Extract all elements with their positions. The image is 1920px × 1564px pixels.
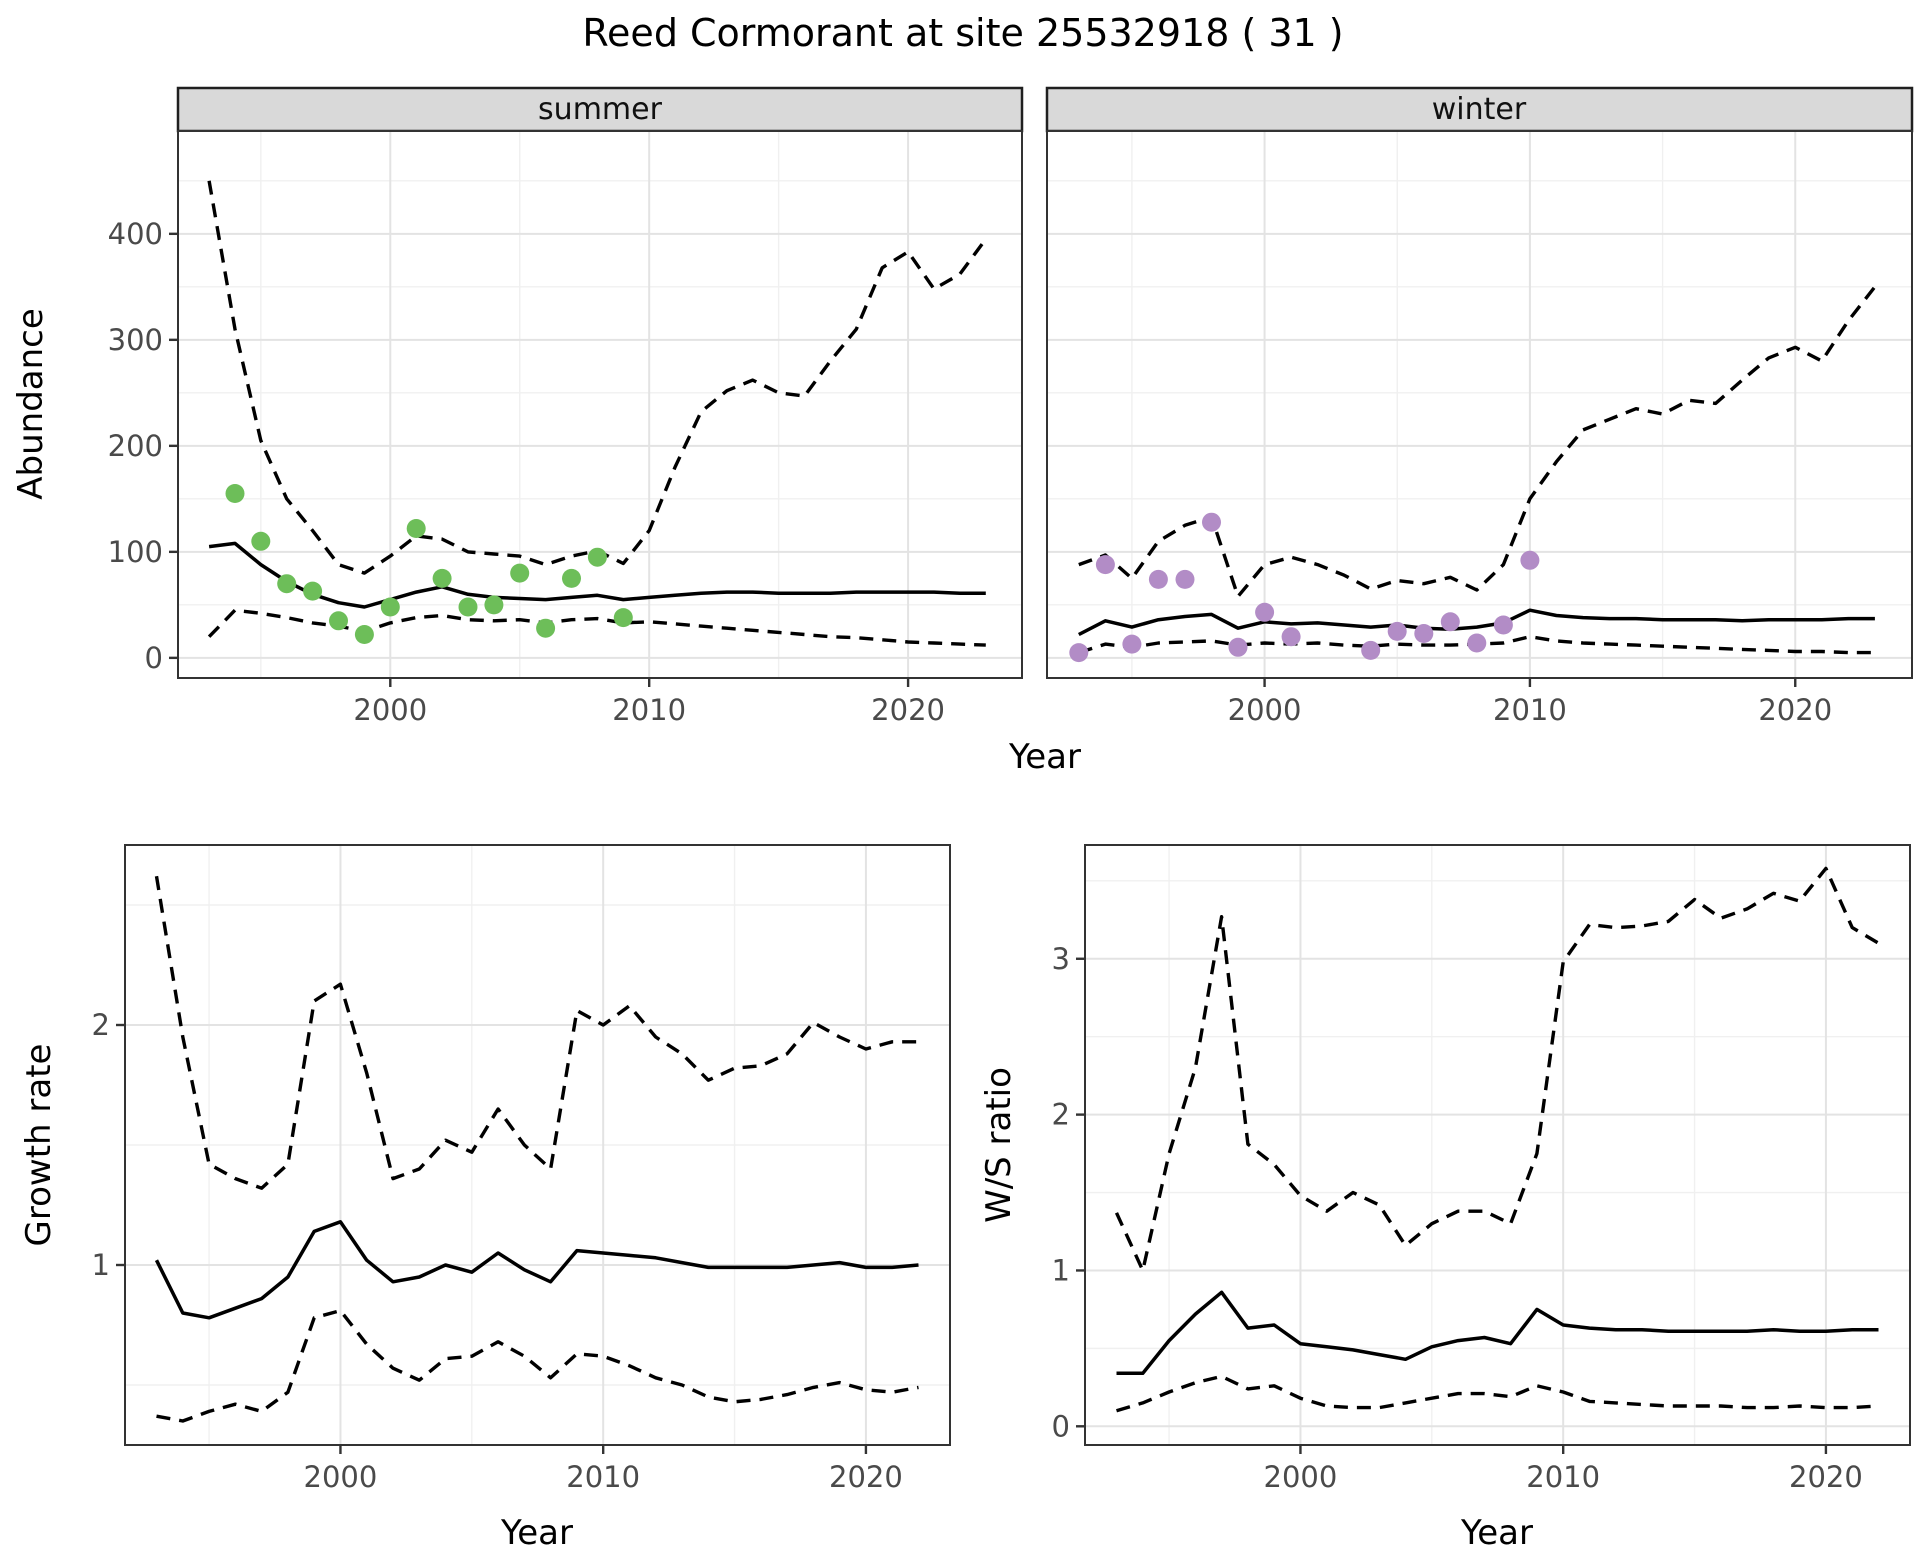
observation-point <box>251 531 271 551</box>
chart-title: Reed Cormorant at site 25532918 ( 31 ) <box>582 11 1343 55</box>
y-tick-label: 1 <box>1052 1253 1070 1287</box>
observation-point <box>277 574 297 594</box>
x-axis-title-growth-rate: Year <box>500 1513 573 1553</box>
observation-point <box>1228 637 1248 657</box>
x-tick-label: 2010 <box>1526 1460 1600 1494</box>
observation-point <box>380 597 400 617</box>
observation-point <box>1281 627 1301 647</box>
observation-point <box>1361 640 1381 660</box>
y-tick-label: 2 <box>92 1008 110 1042</box>
facet-strip-summer <box>176 86 1024 133</box>
y-tick-label: 200 <box>108 429 163 463</box>
observation-point <box>432 568 452 588</box>
panel-summer-abundance: 2000 2010 2020 0 100 200 300 400 <box>108 130 1023 727</box>
x-tick-label: 2010 <box>612 693 686 727</box>
panel-background <box>1047 131 1912 678</box>
observation-point <box>562 568 581 588</box>
observation-point <box>1069 643 1089 663</box>
x-tick-label: 2020 <box>829 1460 903 1494</box>
observation-point <box>1095 555 1115 575</box>
median-line <box>154 1220 919 1320</box>
observation-point <box>613 608 633 628</box>
panel-border <box>124 844 951 1446</box>
y-tick-label: 2 <box>1052 1098 1070 1132</box>
y-axis-title-abundance: Abundance <box>11 308 51 500</box>
upper_ci-line <box>1114 866 1880 1273</box>
y-tick-label: 0 <box>145 641 163 675</box>
observation-point <box>225 484 245 503</box>
y-axis-title-ws-ratio: W/S ratio <box>979 1067 1019 1223</box>
x-axis-title-top: Year <box>1008 737 1081 777</box>
observation-point <box>1255 602 1275 622</box>
observation-point <box>1493 615 1513 635</box>
observation-point <box>1202 512 1221 532</box>
median-line <box>1077 608 1875 637</box>
observation-point <box>1414 624 1434 643</box>
x-tick-label: 2010 <box>566 1460 640 1494</box>
panel-content <box>1085 845 1910 1445</box>
observation-point <box>329 611 348 631</box>
y-tick-label: 0 <box>1052 1409 1070 1443</box>
y-tick-label: 3 <box>1052 942 1070 976</box>
observation-point <box>1148 569 1168 589</box>
panel-winter-abundance: 2000 2010 2020 <box>1046 130 1913 727</box>
observation-point <box>303 581 323 601</box>
observation-point <box>1175 569 1195 589</box>
observation-point <box>1122 634 1142 654</box>
panel-background <box>1085 845 1910 1445</box>
observation-point <box>406 519 426 538</box>
y-axis-title-growth-rate: Growth rate <box>19 1044 59 1247</box>
observation-point <box>510 563 530 583</box>
median-line <box>1116 1290 1879 1376</box>
median-line <box>208 541 986 609</box>
facet-strip-summer-label: summer <box>538 92 663 127</box>
x-tick-label: 2000 <box>353 693 427 727</box>
observation-point <box>587 547 607 567</box>
y-tick-label: 100 <box>108 535 163 569</box>
panel-border <box>177 130 1023 679</box>
facet-strip-winter-label: winter <box>1432 92 1527 127</box>
x-tick-label: 2010 <box>1493 693 1567 727</box>
panel-content <box>125 845 950 1445</box>
x-tick-label: 2000 <box>1228 693 1302 727</box>
panel-content <box>1047 131 1912 678</box>
x-tick-label: 2020 <box>1758 693 1832 727</box>
panel-border <box>1084 844 1911 1446</box>
observation-point <box>1467 633 1487 653</box>
y-tick-label: 300 <box>108 323 163 357</box>
x-tick-label: 2020 <box>1789 1460 1863 1494</box>
lower_ci-line <box>156 1308 919 1423</box>
x-tick-label: 2020 <box>871 693 945 727</box>
panel-growth-rate: 2000 2010 2020 1 2 <box>92 844 951 1494</box>
x-tick-label: 2000 <box>304 1460 378 1494</box>
observation-point <box>354 625 374 644</box>
panel-border <box>1046 130 1913 679</box>
observation-point <box>536 618 556 638</box>
y-tick-label: 400 <box>108 217 163 251</box>
panel-content <box>178 131 1022 678</box>
observation-point <box>1440 612 1460 632</box>
upper_ci-line <box>154 875 919 1190</box>
facet-strip-winter <box>1045 86 1914 133</box>
panel-ws-ratio: 2000 2010 2020 0 1 2 3 <box>1052 844 1911 1494</box>
lower_ci-line <box>1116 1374 1879 1413</box>
observation-point <box>458 597 478 617</box>
y-tick-label: 1 <box>92 1248 110 1282</box>
x-axis-title-ws-ratio: Year <box>1460 1513 1533 1553</box>
observation-point <box>1520 550 1540 570</box>
x-tick-label: 2000 <box>1264 1460 1338 1494</box>
observation-point <box>1387 621 1407 641</box>
observation-point <box>484 595 504 615</box>
